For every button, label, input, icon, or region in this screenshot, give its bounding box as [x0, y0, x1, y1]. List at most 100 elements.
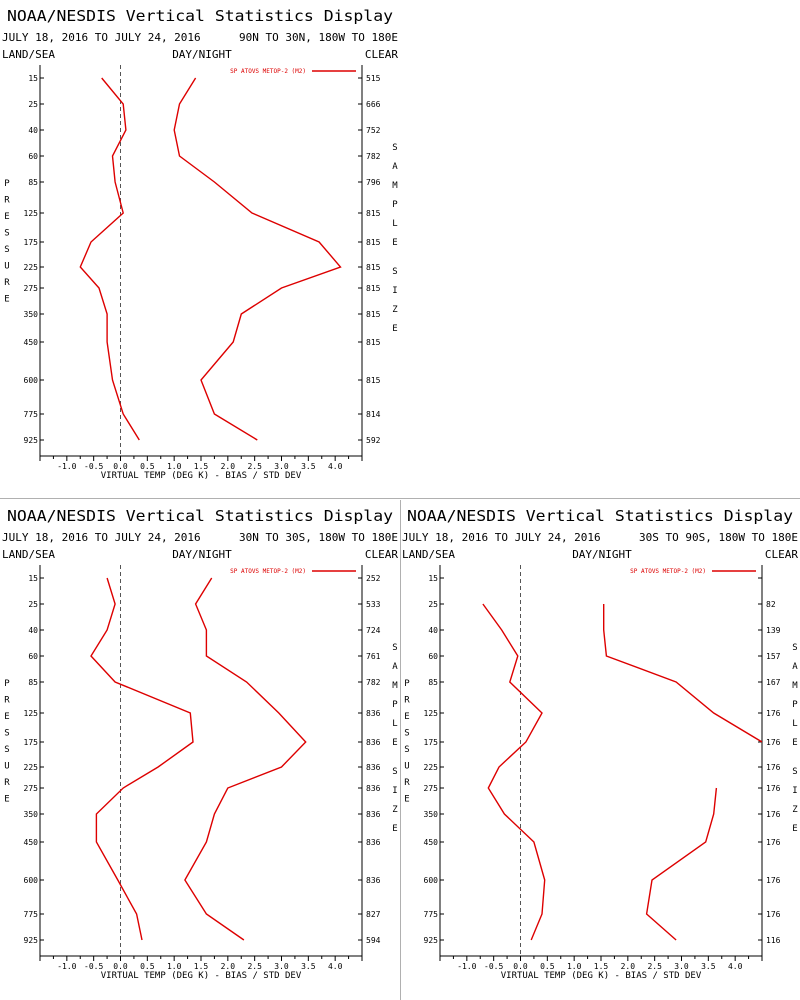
sample-size-label: 827 — [366, 910, 381, 919]
chart-title: NOAA/NESDIS Vertical Statistics Display — [407, 507, 793, 525]
chart-panel-south: NOAA/NESDIS Vertical Statistics Display J… — [400, 500, 800, 1000]
legend-label: SP ATOVS METOP-2 (M2) — [230, 68, 306, 75]
right-axis-label-letter: E — [392, 324, 397, 334]
right-axis-label-letter: P — [392, 700, 398, 710]
x-axis-label: VIRTUAL TEMP (DEG K) - BIAS / STD DEV — [101, 471, 302, 481]
y-axis-label-letter: P — [4, 179, 10, 189]
pressure-level-label: 350 — [424, 810, 439, 819]
sample-size-label: 594 — [366, 936, 381, 945]
y-axis-label-letter: E — [4, 795, 9, 805]
sample-size-label: 752 — [366, 126, 381, 135]
sample-size-label: 815 — [366, 263, 381, 272]
right-axis-label-letter: S — [792, 643, 797, 653]
right-axis-label-letter: S — [392, 267, 397, 277]
right-axis-label-letter: Z — [792, 805, 798, 815]
y-axis-label-letter: P — [4, 679, 10, 689]
right-axis-label-letter: Z — [392, 305, 398, 315]
x-tick-label: 3.5 — [301, 962, 316, 971]
x-tick-label: 0.0 — [513, 962, 528, 971]
sample-size-label: 836 — [366, 876, 381, 885]
right-axis-label-letter: E — [392, 738, 397, 748]
pressure-level-label: 60 — [428, 652, 438, 661]
x-tick-label: 0.5 — [140, 962, 155, 971]
x-tick-label: 0.5 — [540, 962, 555, 971]
pressure-level-label: 225 — [24, 763, 39, 772]
y-axis-label-letter: E — [4, 295, 9, 305]
sample-size-label: 724 — [366, 626, 381, 635]
x-tick-label: -0.5 — [84, 962, 103, 971]
sample-size-label: 176 — [766, 784, 781, 793]
x-tick-label: 1.5 — [194, 962, 209, 971]
pressure-level-label: 15 — [28, 74, 38, 83]
pressure-level-label: 350 — [24, 810, 39, 819]
pressure-level-label: 225 — [424, 763, 439, 772]
y-axis-label-letter: S — [404, 729, 409, 739]
right-axis-label-letter: S — [392, 767, 397, 777]
x-tick-label: 4.0 — [328, 462, 343, 471]
x-tick-label: 3.0 — [274, 962, 289, 971]
sample-size-label: 176 — [766, 709, 781, 718]
pressure-level-label: 40 — [28, 626, 38, 635]
bias-series-line — [90, 577, 194, 941]
pressure-level-label: 60 — [28, 152, 38, 161]
pressure-level-label: 125 — [424, 709, 439, 718]
sample-size-label: 782 — [366, 152, 381, 161]
std-dev-series-line — [602, 604, 762, 743]
sample-size-label: 815 — [366, 284, 381, 293]
pressure-level-label: 25 — [428, 600, 438, 609]
x-tick-label: 2.0 — [221, 462, 236, 471]
sample-size-label: 836 — [366, 763, 381, 772]
pressure-level-label: 450 — [24, 838, 39, 847]
legend-label: SP ATOVS METOP-2 (M2) — [230, 568, 306, 575]
right-axis-label-letter: L — [392, 219, 397, 229]
pressure-level-label: 175 — [424, 738, 439, 747]
pressure-level-label: 275 — [24, 784, 39, 793]
right-axis-label-letter: A — [792, 662, 798, 672]
pressure-level-label: 40 — [428, 626, 438, 635]
y-axis-label-letter: R — [404, 778, 410, 788]
y-axis-label-letter: R — [4, 778, 10, 788]
y-axis-label-letter: R — [4, 196, 10, 206]
pressure-level-label: 125 — [24, 209, 39, 218]
y-axis-label-letter: E — [404, 712, 409, 722]
sample-size-label: 815 — [366, 310, 381, 319]
x-tick-label: 3.5 — [701, 962, 716, 971]
date-range: JULY 18, 2016 TO JULY 24, 2016 — [402, 531, 601, 544]
sample-size-label: 836 — [366, 709, 381, 718]
x-tick-label: -1.0 — [57, 462, 76, 471]
right-axis-label-letter: M — [792, 681, 798, 691]
x-tick-label: 2.5 — [647, 962, 662, 971]
pressure-level-label: 450 — [424, 838, 439, 847]
y-axis-label-letter: R — [4, 278, 10, 288]
pressure-level-label: 925 — [24, 436, 39, 445]
std-dev-series-line — [173, 77, 342, 441]
y-axis-label-letter: S — [4, 729, 9, 739]
x-tick-label: 3.0 — [674, 962, 689, 971]
pressure-level-label: 60 — [28, 652, 38, 661]
sample-size-label: 139 — [766, 626, 781, 635]
right-axis-label-letter: M — [392, 181, 398, 191]
region-label: 30S TO 90S, 180W TO 180E — [639, 531, 798, 544]
pressure-level-label: 350 — [24, 310, 39, 319]
date-range: JULY 18, 2016 TO JULY 24, 2016 — [2, 531, 201, 544]
sample-size-label: 761 — [366, 652, 381, 661]
region-label: 90N TO 30N, 180W TO 180E — [239, 31, 398, 44]
right-axis-label-letter: I — [392, 286, 397, 296]
sample-size-label: 82 — [766, 600, 776, 609]
std-dev-series-line — [184, 577, 307, 941]
x-tick-label: -1.0 — [457, 962, 476, 971]
right-axis-label-letter: I — [792, 786, 797, 796]
chart-svg-south: NOAA/NESDIS Vertical Statistics Display J… — [402, 507, 798, 981]
bias-series-line — [482, 603, 546, 941]
sample-size-label: 836 — [366, 838, 381, 847]
x-axis-label: VIRTUAL TEMP (DEG K) - BIAS / STD DEV — [501, 971, 702, 981]
panel-divider-horizontal — [0, 498, 800, 499]
day-night-label: DAY/NIGHT — [172, 48, 232, 61]
right-axis-label-letter: P — [792, 700, 798, 710]
right-axis-label-letter: S — [392, 643, 397, 653]
legend-label: SP ATOVS METOP-2 (M2) — [630, 568, 706, 575]
right-axis-label-letter: L — [792, 719, 797, 729]
pressure-level-label: 600 — [24, 376, 39, 385]
pressure-level-label: 450 — [24, 338, 39, 347]
pressure-level-label: 15 — [428, 574, 438, 583]
